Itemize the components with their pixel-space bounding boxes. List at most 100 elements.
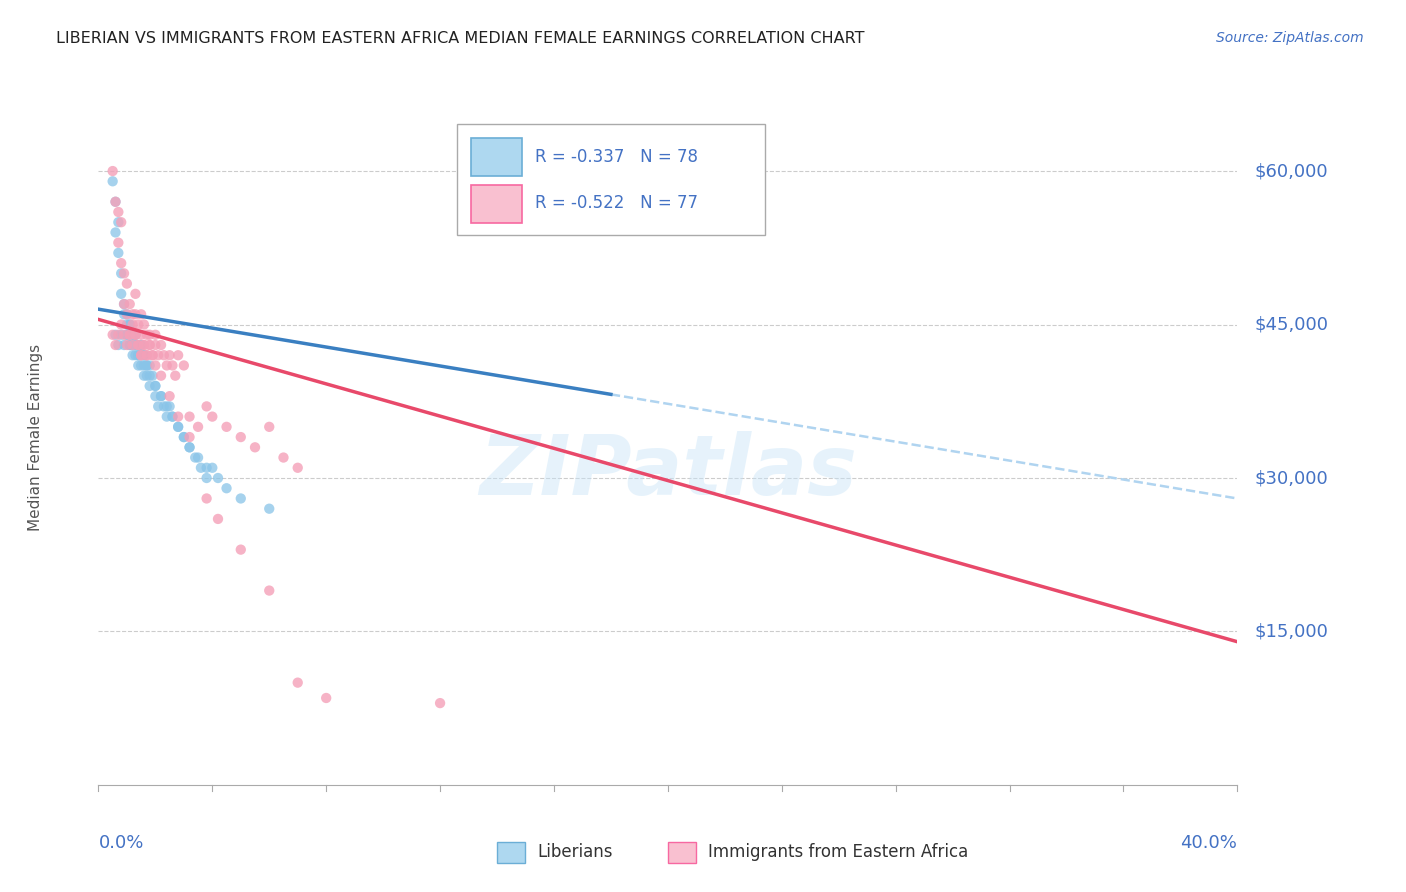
Point <box>121 327 143 342</box>
Point <box>118 327 141 342</box>
Text: Median Female Earnings: Median Female Earnings <box>28 343 44 531</box>
Point <box>145 338 167 352</box>
Point <box>101 164 124 178</box>
Point <box>132 318 155 332</box>
Point <box>121 348 143 362</box>
Point <box>110 318 132 332</box>
Point <box>127 338 149 352</box>
Point <box>107 215 129 229</box>
Point <box>190 460 212 475</box>
FancyBboxPatch shape <box>457 124 765 235</box>
Point <box>173 430 195 444</box>
Point <box>287 460 309 475</box>
Point <box>138 368 160 383</box>
Point <box>179 440 201 454</box>
Point <box>132 348 155 362</box>
Point <box>135 368 157 383</box>
Text: $30,000: $30,000 <box>1254 469 1329 487</box>
Point <box>135 348 157 362</box>
Point <box>129 338 152 352</box>
Point <box>110 256 132 270</box>
Point <box>124 327 146 342</box>
Point <box>173 359 195 373</box>
Point <box>127 338 149 352</box>
Point <box>127 318 149 332</box>
Point <box>121 318 143 332</box>
Point <box>141 368 163 383</box>
Point <box>159 348 181 362</box>
Point <box>124 327 146 342</box>
Point <box>135 359 157 373</box>
Point <box>107 205 129 219</box>
Point <box>127 338 149 352</box>
Point <box>273 450 295 465</box>
Point <box>110 286 132 301</box>
Text: Source: ZipAtlas.com: Source: ZipAtlas.com <box>1216 31 1364 45</box>
Point <box>104 226 127 240</box>
Point <box>104 338 127 352</box>
FancyBboxPatch shape <box>498 842 526 863</box>
Point <box>287 675 309 690</box>
Point <box>118 297 141 311</box>
Point <box>156 409 179 424</box>
Point <box>138 379 160 393</box>
Point <box>129 348 152 362</box>
Point <box>118 338 141 352</box>
Point <box>259 501 281 516</box>
Point <box>153 400 176 414</box>
Point <box>229 491 252 506</box>
Point <box>132 359 155 373</box>
Point <box>101 174 124 188</box>
Point <box>127 348 149 362</box>
Point <box>135 327 157 342</box>
Point <box>153 348 176 362</box>
Text: 0.0%: 0.0% <box>98 834 143 852</box>
Point <box>124 338 146 352</box>
Point <box>115 318 138 332</box>
Point <box>179 409 201 424</box>
Point <box>159 400 181 414</box>
Point <box>135 359 157 373</box>
Point <box>138 359 160 373</box>
Point <box>112 307 135 321</box>
FancyBboxPatch shape <box>668 842 696 863</box>
Point <box>129 338 152 352</box>
Point <box>195 400 218 414</box>
Point <box>104 194 127 209</box>
Point <box>124 307 146 321</box>
Point <box>107 246 129 260</box>
Point <box>315 690 337 705</box>
Point <box>110 266 132 280</box>
Point <box>201 409 224 424</box>
Point <box>112 327 135 342</box>
Point <box>145 359 167 373</box>
Text: $60,000: $60,000 <box>1254 162 1329 180</box>
Point <box>141 348 163 362</box>
Point <box>156 400 179 414</box>
Point <box>179 440 201 454</box>
Point <box>132 338 155 352</box>
Point <box>150 368 173 383</box>
Point <box>184 450 207 465</box>
Point <box>121 338 143 352</box>
Point <box>115 307 138 321</box>
Point <box>138 338 160 352</box>
Point <box>110 215 132 229</box>
Point <box>124 327 146 342</box>
Text: LIBERIAN VS IMMIGRANTS FROM EASTERN AFRICA MEDIAN FEMALE EARNINGS CORRELATION CH: LIBERIAN VS IMMIGRANTS FROM EASTERN AFRI… <box>56 31 865 46</box>
Point <box>162 409 184 424</box>
Point <box>159 389 181 403</box>
Point <box>118 318 141 332</box>
Point <box>132 368 155 383</box>
Point <box>187 420 209 434</box>
Point <box>162 359 184 373</box>
Point <box>121 338 143 352</box>
Text: Liberians: Liberians <box>537 844 613 862</box>
Text: $15,000: $15,000 <box>1254 623 1329 640</box>
Point <box>129 307 152 321</box>
Point <box>429 696 451 710</box>
Point <box>179 430 201 444</box>
Point <box>127 359 149 373</box>
Point <box>145 379 167 393</box>
FancyBboxPatch shape <box>471 185 522 223</box>
